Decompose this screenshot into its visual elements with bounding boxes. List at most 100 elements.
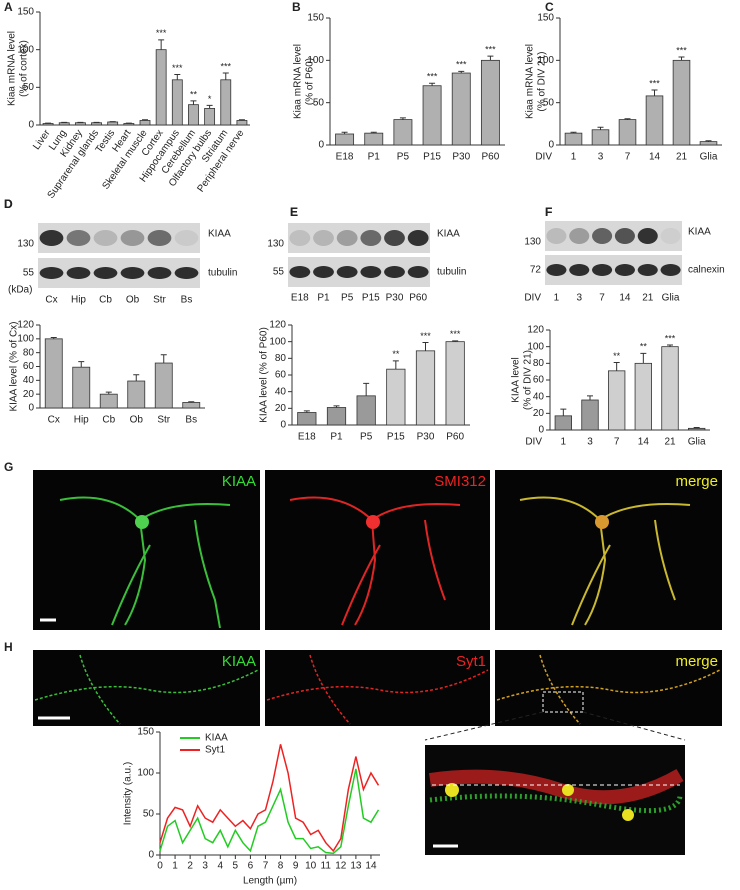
bar [645, 95, 664, 146]
bar [386, 368, 406, 426]
blot-band [546, 264, 567, 276]
bar [661, 346, 679, 431]
band-label: KIAA [208, 229, 231, 240]
significance: *** [221, 61, 232, 71]
blot-band [637, 264, 658, 276]
y-tick-label: 80 [533, 358, 545, 369]
error-bar [190, 100, 197, 105]
lane-label: Bs [181, 295, 193, 306]
panel-letter: E [290, 205, 298, 219]
significance: *** [485, 44, 496, 54]
legend-label: Syt1 [205, 745, 225, 756]
blot-strip [545, 255, 682, 285]
blot-band [289, 266, 311, 278]
significance: ** [640, 342, 648, 352]
zoom-line [582, 711, 686, 741]
x-tick-label: 7 [625, 152, 631, 163]
x-tick-label: Str [157, 415, 170, 426]
panel-h-images [33, 650, 722, 855]
y-tick-label: 0 [148, 850, 154, 861]
blot-band [66, 267, 91, 279]
x-prefix: DIV [525, 437, 542, 448]
x-tick-label: 21 [664, 437, 676, 448]
neurites [266, 654, 489, 725]
bar [422, 85, 442, 146]
bar [634, 362, 652, 431]
blot-band [120, 267, 145, 279]
y-axis-label: (% of P60) [305, 58, 316, 105]
error-bar [587, 395, 593, 400]
x-tick-label: 7 [263, 861, 269, 872]
y-axis-label: (% of cortex) [19, 40, 30, 97]
significance: ** [392, 349, 400, 359]
significance: *** [427, 72, 438, 82]
x-tick-label: 3 [587, 437, 593, 448]
y-tick-label: 120 [17, 320, 34, 331]
bar [451, 72, 471, 146]
lane-label: 1 [554, 293, 560, 304]
y-tick-label: 100 [537, 55, 554, 66]
blot-band [66, 230, 91, 246]
error-bar [705, 140, 712, 142]
error-bar [651, 89, 658, 96]
y-tick-label: 0 [538, 425, 544, 436]
lane-label: Hip [71, 295, 86, 306]
significance: *** [649, 78, 660, 88]
x-prefix: DIV [535, 152, 552, 163]
y-tick-label: 0 [28, 403, 34, 414]
bar [335, 133, 355, 146]
error-bar [487, 55, 494, 61]
image-label: KIAA [222, 653, 256, 670]
x-tick-label: 10 [305, 861, 317, 872]
bar [564, 132, 583, 146]
error-bar [188, 401, 195, 403]
error-bar [399, 117, 406, 120]
error-bar [640, 352, 647, 364]
lane-label: Ob [126, 295, 140, 306]
x-tick-label: P1 [330, 432, 343, 443]
y-tick-label: 150 [307, 13, 324, 24]
bar [99, 393, 118, 409]
x-tick-label: 0 [157, 861, 163, 872]
x-tick-label: 4 [217, 861, 223, 872]
puncta [445, 783, 459, 797]
x-tick-label: 14 [649, 152, 661, 163]
y-tick-label: 150 [17, 7, 34, 18]
error-bar [174, 74, 181, 80]
blot-strip [545, 221, 682, 251]
panel-g-images [33, 470, 722, 630]
bar [72, 366, 91, 409]
blot-band [569, 264, 590, 276]
y-tick-label: 150 [537, 13, 554, 24]
x-tick-label: P60 [482, 152, 500, 163]
error-bar [222, 72, 229, 80]
significance: * [208, 94, 212, 104]
bar [127, 380, 146, 409]
y-axis-label: (% of DIV 21) [523, 350, 534, 410]
error-bar [206, 104, 213, 109]
bar [44, 338, 63, 409]
y-axis-label: KIAA level (% of Cx) [9, 321, 20, 411]
mw-marker: 55 [23, 268, 35, 279]
x-tick-label: Ob [130, 415, 144, 426]
panel-letter: F [545, 205, 552, 219]
blot-band [569, 228, 590, 244]
bar [480, 59, 500, 146]
zoom-box [542, 691, 584, 713]
blot-band [174, 267, 199, 279]
error-bar [78, 361, 85, 368]
y-tick-label: 100 [17, 333, 34, 344]
blot-band [336, 230, 358, 246]
y-tick-label: 20 [23, 389, 35, 400]
panel-letter: F [545, 205, 552, 219]
soma [595, 515, 609, 529]
blot-band [614, 264, 635, 276]
x-tick-label: Hip [74, 415, 89, 426]
bar [74, 122, 86, 126]
image-label: merge [675, 473, 718, 490]
error-bar [333, 405, 340, 408]
blot-band [120, 230, 145, 246]
lane-label: P60 [409, 293, 427, 304]
x-tick-label: Bs [185, 415, 197, 426]
blot-band [39, 267, 64, 279]
